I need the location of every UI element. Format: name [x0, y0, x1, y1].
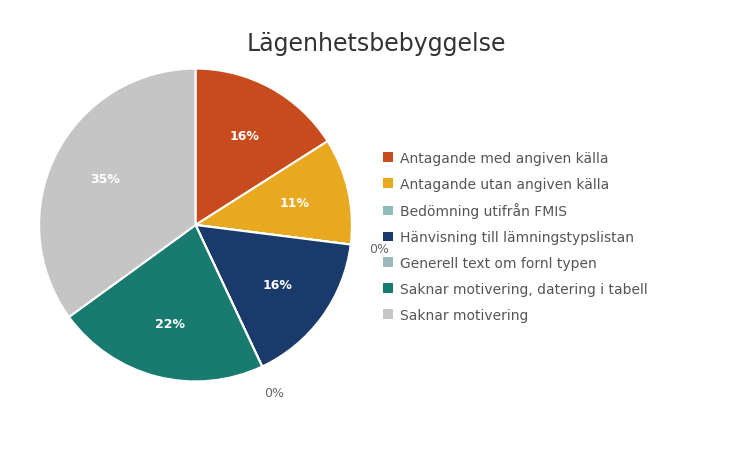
Wedge shape [196, 69, 328, 226]
Wedge shape [196, 142, 352, 245]
Text: 35%: 35% [90, 173, 120, 186]
Text: 22%: 22% [155, 317, 185, 330]
Legend: Antagande med angiven källa, Antagande utan angiven källa, Bedömning utifrån FMI: Antagande med angiven källa, Antagande u… [383, 152, 647, 322]
Wedge shape [39, 69, 196, 317]
Wedge shape [196, 226, 350, 367]
Text: 0%: 0% [264, 386, 284, 399]
Wedge shape [196, 226, 350, 245]
Text: 16%: 16% [263, 279, 293, 292]
Text: Lägenhetsbebyggelse: Lägenhetsbebyggelse [246, 32, 506, 55]
Wedge shape [196, 226, 262, 367]
Text: 0%: 0% [368, 242, 389, 255]
Text: 16%: 16% [229, 130, 259, 143]
Wedge shape [69, 226, 262, 382]
Text: 11%: 11% [280, 197, 310, 210]
